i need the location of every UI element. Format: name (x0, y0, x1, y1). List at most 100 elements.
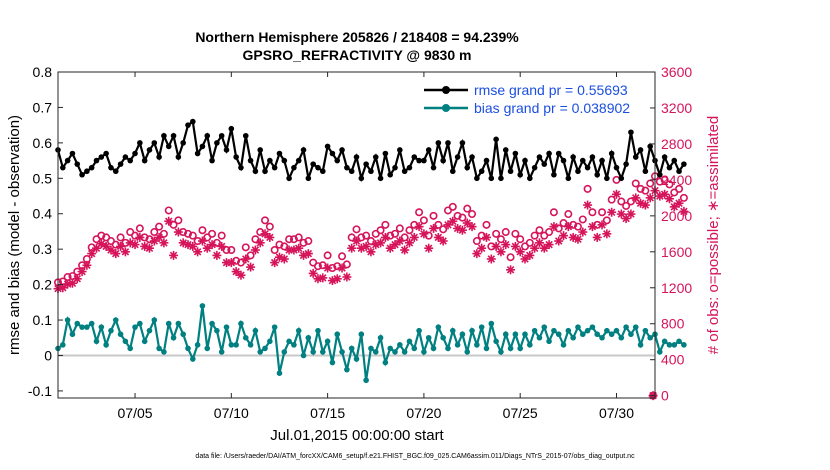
rmse-point (546, 150, 552, 157)
bias-point (454, 342, 461, 348)
assimilated-star-stroke (492, 242, 500, 251)
x-tick-label: 07/15 (310, 405, 345, 421)
possible-obs-point (655, 177, 664, 186)
rmse-point (599, 157, 605, 164)
possible-obs-point (347, 233, 356, 242)
bias-point (541, 324, 548, 330)
bias-point (339, 349, 345, 355)
assimilated-star-stroke (319, 274, 327, 282)
bias-point (300, 352, 307, 359)
rmse-point (267, 157, 273, 164)
assimilated-obs-point (506, 265, 516, 275)
possible-obs-point (251, 235, 260, 244)
possible-obs-point (362, 231, 371, 240)
assimilated-star-stroke (116, 242, 125, 251)
assimilated-star-stroke (502, 240, 510, 249)
possible-obs-point (352, 225, 361, 234)
rmse-point (204, 132, 211, 139)
assimilated-star-stroke (506, 266, 515, 274)
bias-point (527, 342, 533, 348)
rmse-point (137, 140, 143, 146)
assimilated-obs-point (82, 260, 92, 270)
assimilated-obs-point (424, 243, 434, 253)
assimilated-star-stroke (251, 246, 260, 254)
bias-point (199, 303, 206, 309)
assimilated-star-stroke (521, 255, 529, 263)
rmse-point (218, 132, 225, 139)
rmse-point (64, 157, 71, 164)
possible-obs-point (501, 228, 510, 237)
assimilated-obs-point (501, 240, 511, 250)
bias-point (334, 331, 341, 338)
assimilated-obs-point (583, 200, 593, 210)
rmse-point (435, 140, 442, 146)
rmse-point (281, 157, 288, 164)
assimilated-obs-point (164, 216, 174, 226)
rmse-point (334, 157, 341, 164)
bias-point (589, 324, 596, 330)
possible-obs-point (448, 202, 457, 211)
rmse-point (180, 140, 186, 146)
bias-point (324, 338, 331, 345)
assimilated-star-stroke (526, 251, 534, 260)
assimilated-star-stroke (189, 242, 197, 251)
possible-obs-point (261, 216, 270, 225)
assimilated-star-stroke (453, 224, 462, 233)
possible-obs-point (516, 235, 525, 244)
rmse-point (271, 164, 278, 171)
bias-point (112, 317, 119, 323)
assimilated-star-stroke (381, 233, 390, 242)
possible-obs-point (285, 235, 294, 244)
rmse-point (372, 154, 379, 160)
assimilated-star-stroke (112, 249, 120, 258)
bias-point (372, 349, 379, 355)
assimilated-star-stroke (140, 242, 149, 251)
assimilated-obs-point (260, 229, 270, 239)
bias-point (661, 338, 668, 345)
rmse-point (575, 168, 581, 175)
possible-obs-point (289, 235, 298, 244)
assimilated-star-stroke (636, 199, 645, 208)
possible-obs-point (626, 197, 635, 206)
assimilated-star-stroke (540, 244, 549, 252)
bias-point (93, 338, 100, 345)
rmse-point (681, 161, 687, 167)
assimilated-obs-point (525, 250, 535, 260)
rmse-point (637, 147, 644, 153)
possible-obs-point (217, 231, 226, 240)
possible-obs-point (188, 231, 197, 240)
rmse-point (647, 143, 653, 150)
bias-point (305, 334, 312, 341)
legend-bias-marker (442, 104, 450, 112)
rmse-point (69, 150, 76, 157)
bias-point (676, 338, 682, 345)
assimilated-star-stroke (314, 275, 322, 283)
rmse-point (430, 164, 437, 171)
y-right-tick-label: 3600 (661, 64, 692, 80)
possible-obs-point (458, 213, 467, 222)
assimilated-star-stroke (237, 271, 245, 279)
possible-obs-point (573, 222, 582, 231)
rmse-point (305, 175, 312, 182)
assimilated-obs-point (510, 241, 520, 251)
assimilated-star-stroke (429, 224, 438, 233)
chart-title-line-1: Northern Hemisphere 205826 / 218408 = 94… (195, 29, 519, 45)
rmse-point (478, 168, 485, 175)
rmse-point (247, 157, 254, 164)
assimilated-obs-point (217, 241, 227, 251)
possible-obs-point (602, 216, 611, 225)
assimilated-obs-point (241, 254, 251, 264)
assimilated-obs-point (462, 218, 472, 228)
bias-point (440, 334, 446, 341)
bias-point (137, 320, 143, 327)
rmse-point (348, 168, 355, 175)
y-axis-label-left: rmse and bias (model - observation) (6, 115, 23, 355)
rmse-point (319, 168, 326, 175)
assimilated-obs-point (347, 243, 357, 253)
bias-point (281, 349, 288, 355)
assimilated-star-stroke (121, 248, 130, 256)
possible-obs-point (545, 228, 554, 237)
rmse-point (276, 150, 283, 157)
rmse-point (425, 147, 432, 153)
bias-point (531, 327, 538, 334)
